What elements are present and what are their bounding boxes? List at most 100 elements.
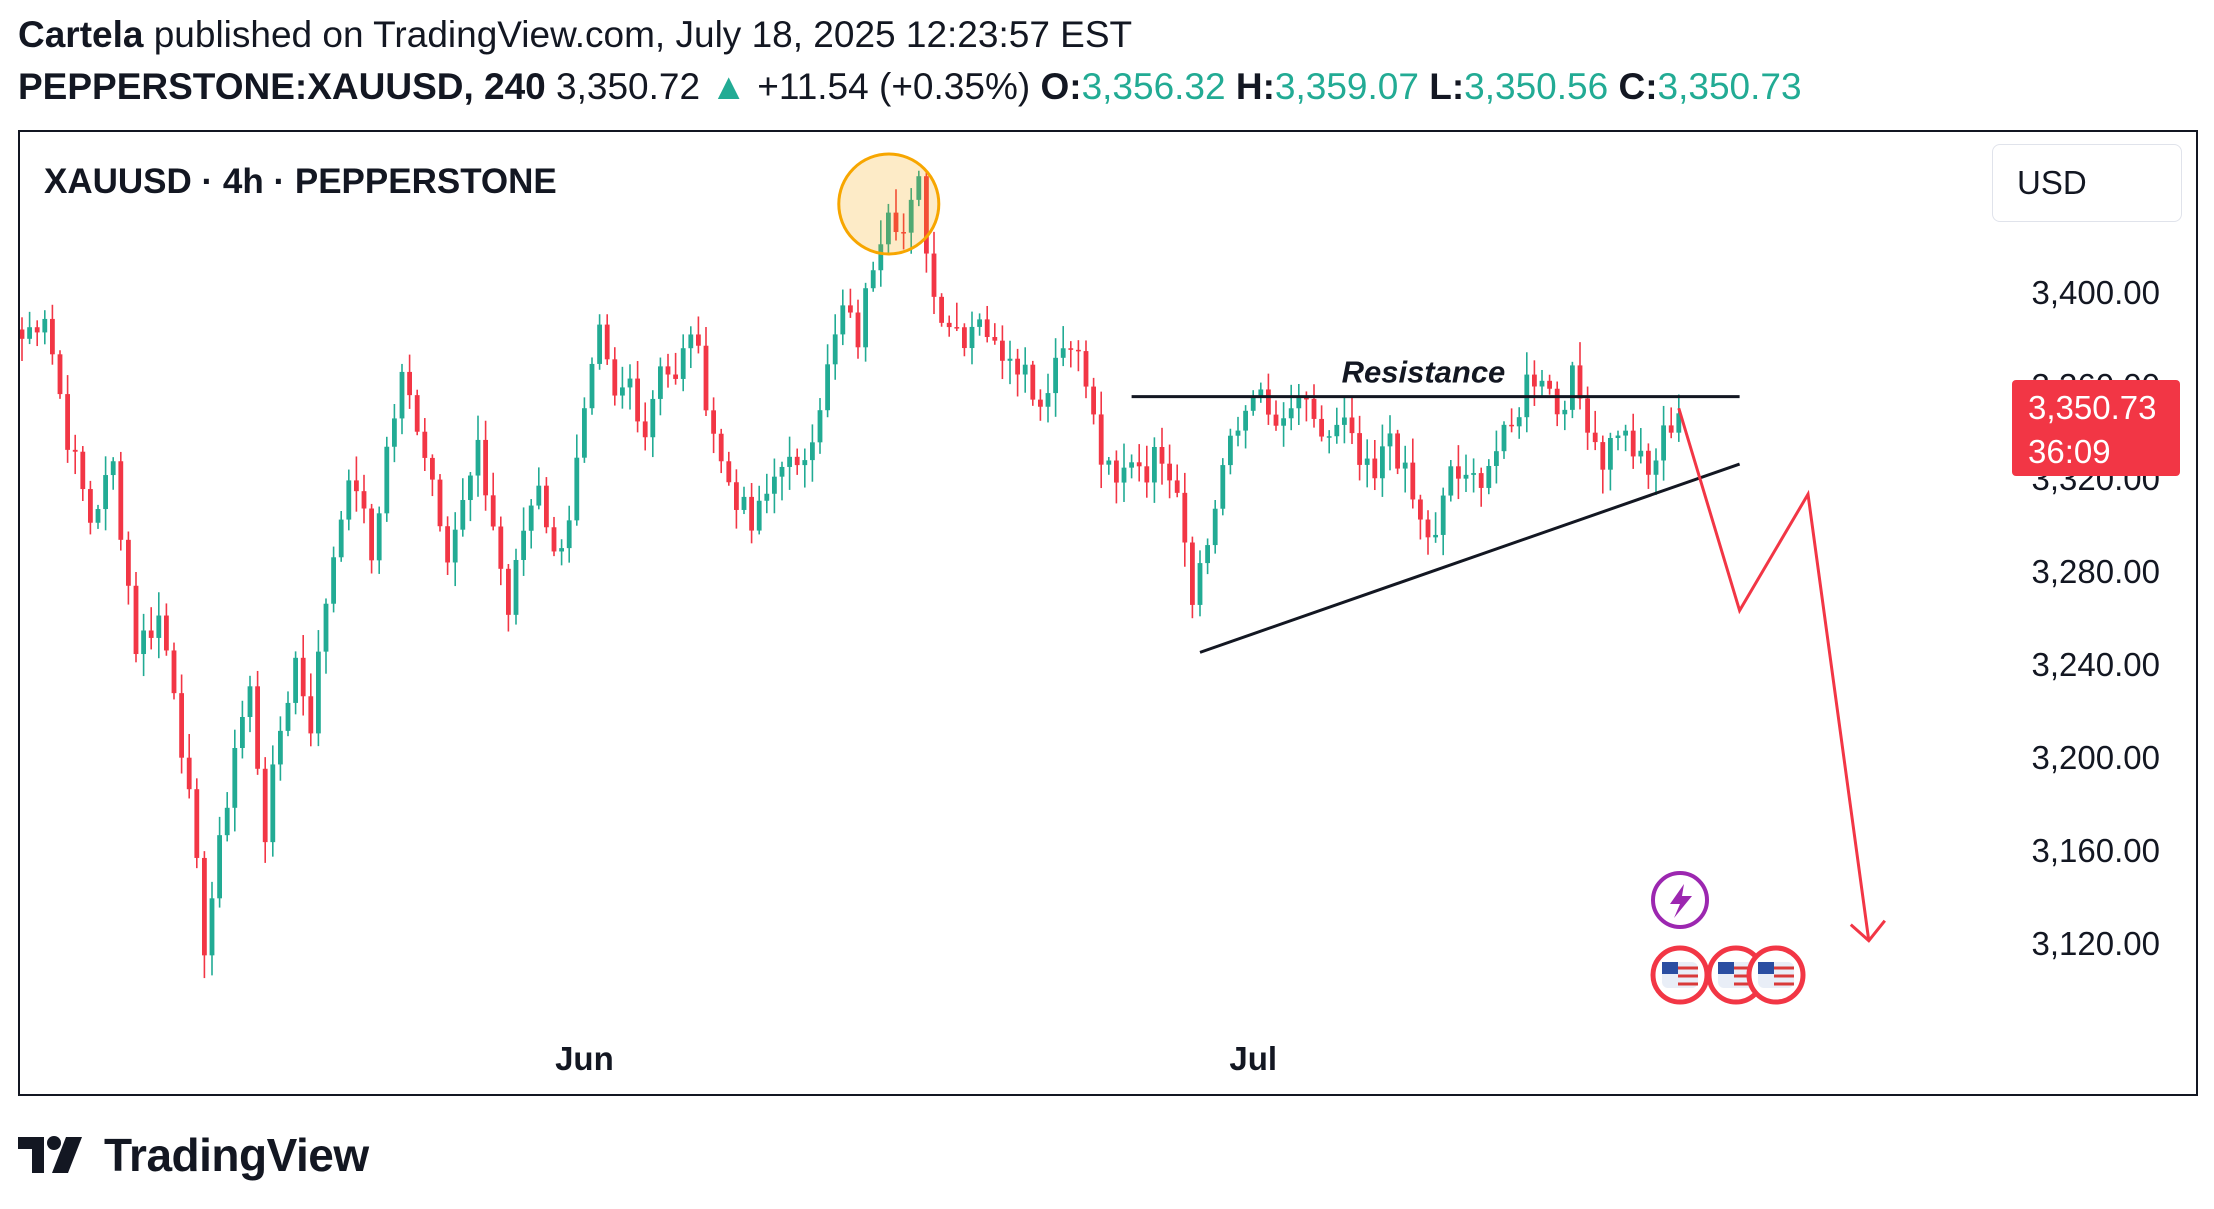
candle bbox=[118, 451, 124, 551]
y-tick-label[interactable]: 3,400.00 bbox=[2032, 274, 2160, 311]
candle-body bbox=[870, 270, 876, 289]
candle bbox=[392, 404, 397, 463]
author-name[interactable]: Cartela bbox=[18, 14, 144, 55]
candle-body bbox=[1083, 351, 1089, 387]
candle-body bbox=[878, 244, 884, 271]
candle-body bbox=[490, 495, 496, 527]
y-tick-label[interactable]: 3,240.00 bbox=[2032, 646, 2160, 683]
candle bbox=[1212, 500, 1218, 554]
candle bbox=[498, 516, 504, 586]
candle-body bbox=[285, 702, 291, 731]
candle-body bbox=[65, 394, 70, 450]
candle-body bbox=[88, 489, 93, 523]
candle-body bbox=[445, 526, 450, 563]
candle-body bbox=[696, 334, 701, 346]
candle-body bbox=[901, 232, 906, 234]
candle bbox=[308, 673, 314, 747]
candle bbox=[1486, 459, 1492, 495]
candle-body bbox=[27, 327, 32, 339]
candle-body bbox=[1410, 462, 1416, 500]
candle-body bbox=[1250, 397, 1256, 411]
candle bbox=[232, 729, 238, 832]
candle bbox=[1448, 460, 1454, 502]
candle-body bbox=[536, 485, 542, 506]
x-tick-label[interactable]: Jun bbox=[555, 1040, 614, 1077]
price-axis[interactable]: 3,400.003,360.003,320.003,280.003,240.00… bbox=[2032, 274, 2160, 962]
projection-path[interactable] bbox=[1677, 407, 1871, 941]
us-flag-event-icon[interactable] bbox=[1706, 945, 1766, 1005]
candle-body bbox=[1380, 446, 1385, 479]
close-value: 3,350.73 bbox=[1657, 66, 1802, 107]
candle-body bbox=[126, 539, 131, 586]
y-tick-label[interactable]: 3,200.00 bbox=[2032, 739, 2160, 776]
up-triangle-icon: ▲ bbox=[710, 66, 747, 107]
candle-body bbox=[1342, 417, 1347, 425]
tradingview-logo[interactable]: TradingView bbox=[18, 1128, 369, 1182]
candle-body bbox=[1486, 465, 1492, 488]
event-lightning-icon[interactable] bbox=[1651, 871, 1709, 929]
candle bbox=[1273, 400, 1279, 431]
candle-body bbox=[658, 366, 663, 399]
candle-body bbox=[262, 768, 268, 843]
candle bbox=[1532, 360, 1537, 406]
candle bbox=[635, 361, 640, 433]
candle bbox=[1608, 432, 1613, 491]
candle-body bbox=[551, 527, 557, 552]
y-tick-label[interactable]: 3,280.00 bbox=[2032, 553, 2160, 590]
candle-body bbox=[1577, 365, 1583, 399]
candle bbox=[513, 548, 519, 625]
candle-body bbox=[832, 334, 838, 365]
peak-highlight-circle[interactable] bbox=[837, 152, 941, 256]
y-tick-label[interactable]: 3,160.00 bbox=[2032, 832, 2160, 869]
candle-body bbox=[1258, 389, 1264, 398]
candle bbox=[962, 323, 967, 357]
candle bbox=[1114, 450, 1119, 504]
candle-body bbox=[468, 475, 473, 501]
candle bbox=[1349, 395, 1355, 445]
open-label: O: bbox=[1040, 66, 1082, 107]
candle bbox=[893, 189, 899, 241]
candle-body bbox=[1608, 437, 1613, 470]
candle bbox=[202, 851, 207, 979]
candle bbox=[870, 261, 876, 292]
candle bbox=[810, 424, 815, 482]
support-trendline[interactable] bbox=[1199, 462, 1741, 654]
candle-body bbox=[1038, 399, 1043, 407]
candle bbox=[27, 311, 32, 345]
candle bbox=[506, 564, 511, 632]
candle-body bbox=[1243, 410, 1248, 431]
candle-body bbox=[1022, 364, 1028, 375]
candle bbox=[566, 505, 572, 563]
candle-body bbox=[506, 568, 511, 615]
us-flag-event-icon[interactable] bbox=[1746, 945, 1806, 1005]
candle bbox=[536, 467, 542, 510]
candle-body bbox=[939, 296, 944, 323]
candle bbox=[544, 477, 549, 534]
candle bbox=[1250, 390, 1256, 416]
candle-body bbox=[863, 288, 868, 348]
x-tick-label[interactable]: Jul bbox=[1229, 1040, 1277, 1077]
candle bbox=[475, 415, 481, 497]
candle-body bbox=[452, 529, 458, 563]
candle bbox=[50, 304, 55, 365]
candle-body bbox=[331, 557, 336, 604]
candle bbox=[468, 471, 473, 522]
candle bbox=[574, 434, 580, 526]
currency-selector[interactable]: USD bbox=[1992, 144, 2182, 222]
candle-body bbox=[422, 431, 428, 458]
candle-body bbox=[194, 789, 200, 858]
candle bbox=[1015, 348, 1020, 397]
candle bbox=[1334, 407, 1340, 444]
candle-body bbox=[80, 451, 86, 490]
candle-body bbox=[1228, 435, 1233, 466]
candle bbox=[1076, 340, 1081, 372]
candle bbox=[521, 507, 526, 576]
y-tick-label[interactable]: 3,120.00 bbox=[2032, 925, 2160, 962]
symbol-name[interactable]: PEPPERSTONE:XAUUSD, 240 bbox=[18, 66, 546, 107]
candle bbox=[620, 366, 625, 409]
time-axis[interactable]: Jun Jul bbox=[555, 1040, 1277, 1077]
candle-body bbox=[1334, 424, 1340, 437]
candle-body bbox=[612, 359, 618, 396]
candle bbox=[1106, 456, 1112, 475]
